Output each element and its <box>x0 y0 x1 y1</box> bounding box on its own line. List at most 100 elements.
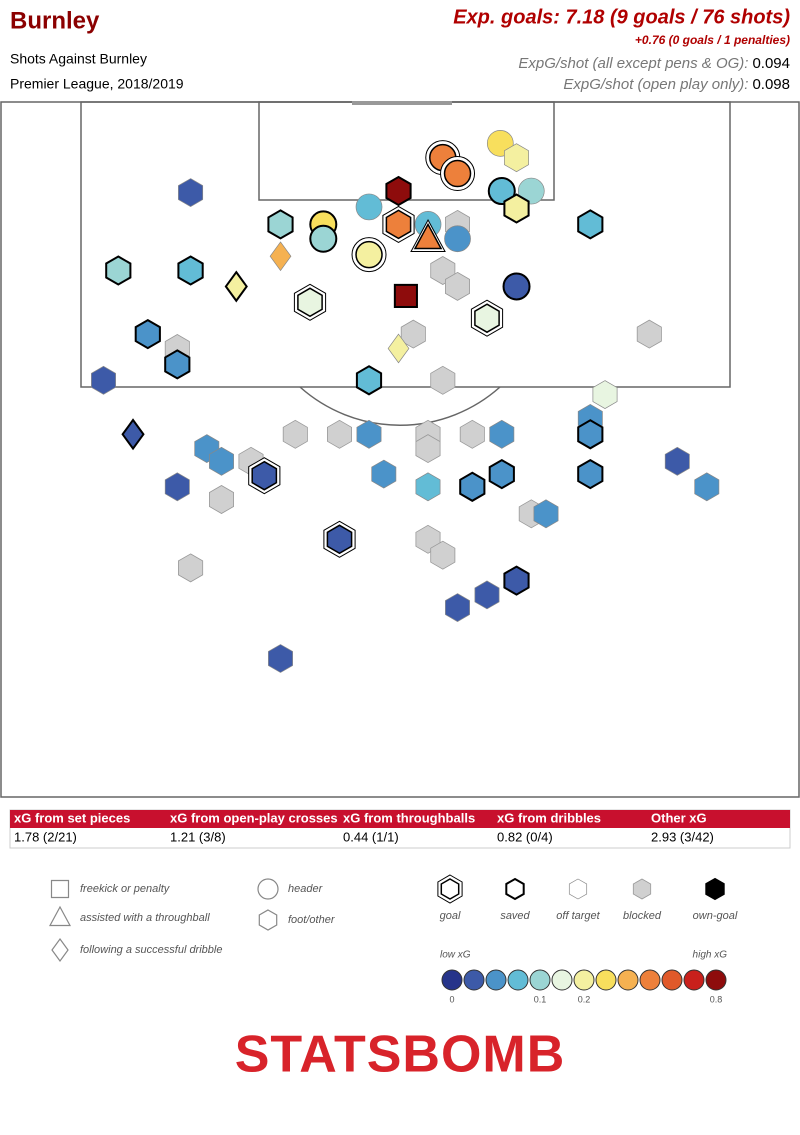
legend-label: assisted with a throughball <box>80 912 210 924</box>
scale-swatch <box>529 969 551 991</box>
shot <box>177 255 204 286</box>
shot <box>488 458 515 490</box>
shot <box>505 877 525 901</box>
legend-shape <box>48 905 72 927</box>
shot <box>91 365 116 395</box>
pitch <box>0 101 800 798</box>
shot <box>413 222 443 250</box>
shot <box>459 419 485 449</box>
scale-swatch <box>551 969 573 991</box>
shots <box>91 129 720 673</box>
shot <box>355 193 383 221</box>
xg-summary: Exp. goals: 7.18 (9 goals / 76 shots) <box>453 6 790 28</box>
shot <box>577 209 604 240</box>
shot <box>415 434 441 464</box>
table-header-cell: xG from throughballs <box>343 810 475 825</box>
scale-high: high xG <box>693 950 728 961</box>
scale-swatch <box>507 969 529 991</box>
shot <box>356 419 382 449</box>
shot <box>445 271 470 301</box>
legend-label: header <box>288 883 324 895</box>
table-cell: 1.78 (2/21) <box>14 829 77 844</box>
shot <box>636 319 662 349</box>
shot <box>393 283 418 309</box>
shot <box>430 540 456 570</box>
scale-swatch <box>705 969 727 991</box>
legend-label: goal <box>440 910 461 922</box>
penalty-arc <box>299 386 501 426</box>
legend-shape <box>51 937 69 963</box>
shot <box>459 471 486 502</box>
shot <box>533 499 559 529</box>
scale-swatch <box>441 969 463 991</box>
legend-shape <box>258 909 278 931</box>
table-header-cell: xG from set pieces <box>14 810 130 825</box>
legend-label: saved <box>500 910 530 922</box>
xg-per-shot-line: ExpG/shot (all except pens & OG): 0.094 <box>518 55 790 72</box>
xg-per-shot-open-line: ExpG/shot (open play only): 0.098 <box>563 76 790 93</box>
legend-label: following a successful dribble <box>80 944 222 956</box>
shot <box>444 225 471 253</box>
shot <box>445 593 470 623</box>
shot <box>487 177 516 206</box>
shot <box>503 565 530 596</box>
shot <box>443 159 472 188</box>
label: ExpG/shot (all except pens & OG): <box>518 55 748 72</box>
shot <box>282 419 308 449</box>
table-header-cell: Other xG <box>651 810 707 825</box>
shot <box>269 241 292 272</box>
table-header-cell: xG from open-play crosses <box>170 810 338 825</box>
scale-tick: 0.8 <box>710 994 723 1004</box>
shot <box>309 224 338 253</box>
table-cell: 0.44 (1/1) <box>343 829 399 844</box>
scale-swatch <box>485 969 507 991</box>
scale-swatch <box>639 969 661 991</box>
shot <box>121 418 145 451</box>
shot <box>415 472 441 502</box>
shot <box>474 580 500 610</box>
shot <box>430 365 456 395</box>
shot <box>355 240 383 269</box>
shot <box>297 287 323 318</box>
shot <box>326 524 353 555</box>
shot <box>268 644 293 673</box>
shot <box>164 349 191 380</box>
shot <box>224 270 248 303</box>
table: xG from set pieces 1.78 (2/21) xG from ope… <box>14 810 714 844</box>
shot <box>504 143 529 173</box>
scale-tick: 0.2 <box>578 994 591 1004</box>
shot <box>387 333 410 364</box>
table-cell: 2.93 (3/42) <box>651 829 714 844</box>
competition: Premier League, 2018/2019 <box>10 76 184 92</box>
legend-label: own-goal <box>693 910 738 922</box>
shot <box>577 419 604 450</box>
shot <box>474 303 500 334</box>
legend-label: freekick or penalty <box>80 883 171 895</box>
penalty-summary: +0.76 (0 goals / 1 penalties) <box>635 33 790 47</box>
scale-swatch <box>573 969 595 991</box>
scale-swatch <box>683 969 705 991</box>
shot <box>705 877 725 901</box>
table-header <box>10 810 790 828</box>
scale-swatch <box>661 969 683 991</box>
shot <box>577 458 604 490</box>
shot <box>371 459 397 489</box>
shot <box>592 380 618 410</box>
table-cell: 1.21 (3/8) <box>170 829 226 844</box>
scale-low: low xG <box>440 950 471 961</box>
value: 0.094 <box>752 55 790 72</box>
table-cell: 0.82 (0/4) <box>497 829 553 844</box>
shot <box>251 460 278 491</box>
legend-shape <box>50 879 70 899</box>
scale-swatch <box>463 969 485 991</box>
shot <box>400 319 426 349</box>
shot <box>385 209 412 240</box>
shot <box>489 419 515 449</box>
legend-label: foot/other <box>288 914 336 926</box>
scale-swatch <box>617 969 639 991</box>
scale-tick: 0.1 <box>534 994 547 1004</box>
shot <box>209 446 234 476</box>
label: ExpG/shot (open play only): <box>563 76 748 93</box>
shot <box>134 318 161 350</box>
